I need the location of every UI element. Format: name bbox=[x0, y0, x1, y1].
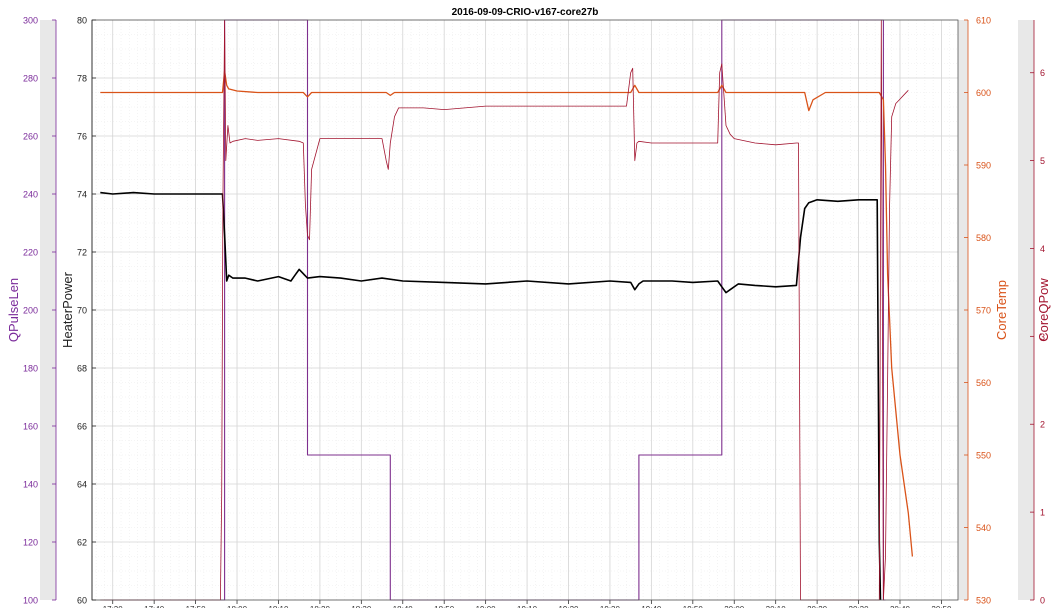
heaterpower-tick-label: 76 bbox=[77, 132, 87, 142]
coretemp-tick-label: 530 bbox=[976, 596, 991, 606]
qpulselen-tick-label: 140 bbox=[23, 480, 38, 490]
coreqpow-tick-label: 0 bbox=[1040, 596, 1045, 606]
coretemp-series-line bbox=[100, 70, 914, 557]
qpulselen-tick-label: 280 bbox=[23, 74, 38, 84]
coretemp-axis-label: CoreTemp bbox=[994, 280, 1009, 340]
qpulselen-axis-band bbox=[40, 20, 56, 600]
heaterpower-tick-label: 60 bbox=[77, 596, 87, 606]
coretemp-tick-label: 550 bbox=[976, 451, 991, 461]
grid bbox=[92, 19, 959, 601]
coretemp-tick-label: 560 bbox=[976, 378, 991, 388]
coretemp-tick-label: 580 bbox=[976, 233, 991, 243]
coreqpow-tick-label: 2 bbox=[1040, 420, 1045, 430]
coreqpow-axis-label: CoreQPow bbox=[1036, 278, 1051, 342]
qpulselen-tick-label: 120 bbox=[23, 538, 38, 548]
heaterpower-tick-label: 68 bbox=[77, 364, 87, 374]
heaterpower-axis-label: HeaterPower bbox=[60, 271, 75, 348]
heaterpower-tick-label: 78 bbox=[77, 74, 87, 84]
heaterpower-tick-label: 66 bbox=[77, 422, 87, 432]
chart-title: 2016-09-09-CRIO-v167-core27b bbox=[452, 7, 599, 18]
coretemp-tick-label: 610 bbox=[976, 16, 991, 26]
qpulselen-tick-label: 180 bbox=[23, 364, 38, 374]
coreqpow-tick-label: 6 bbox=[1040, 68, 1045, 78]
coretemp-axis-band bbox=[958, 20, 968, 600]
coretemp-tick-label: 590 bbox=[976, 161, 991, 171]
heaterpower-series-line bbox=[100, 191, 882, 601]
heaterpower-tick-label: 80 bbox=[77, 16, 87, 26]
heaterpower-tick-label: 62 bbox=[77, 538, 87, 548]
qpulselen-tick-label: 240 bbox=[23, 190, 38, 200]
coreqpow-tick-label: 3 bbox=[1040, 332, 1045, 342]
qpulselen-tick-label: 200 bbox=[23, 306, 38, 316]
qpulselen-tick-label: 100 bbox=[23, 596, 38, 606]
qpulselen-tick-label: 300 bbox=[23, 16, 38, 26]
coreqpow-axis-band bbox=[1018, 20, 1034, 600]
coretemp-tick-label: 600 bbox=[976, 88, 991, 98]
coreqpow-tick-label: 5 bbox=[1040, 156, 1045, 166]
heaterpower-tick-label: 70 bbox=[77, 306, 87, 316]
qpulselen-tick-label: 260 bbox=[23, 132, 38, 142]
coreqpow-tick-label: 1 bbox=[1040, 508, 1045, 518]
qpulselen-axis-label: QPulseLen bbox=[6, 278, 21, 342]
heaterpower-tick-label: 74 bbox=[77, 190, 87, 200]
heaterpower-tick-label: 64 bbox=[77, 480, 87, 490]
coreqpow-tick-label: 4 bbox=[1040, 244, 1045, 254]
qpulselen-tick-label: 160 bbox=[23, 422, 38, 432]
coretemp-tick-label: 540 bbox=[976, 523, 991, 533]
coretemp-tick-label: 570 bbox=[976, 306, 991, 316]
qpulselen-tick-label: 220 bbox=[23, 248, 38, 258]
heaterpower-tick-label: 72 bbox=[77, 248, 87, 258]
